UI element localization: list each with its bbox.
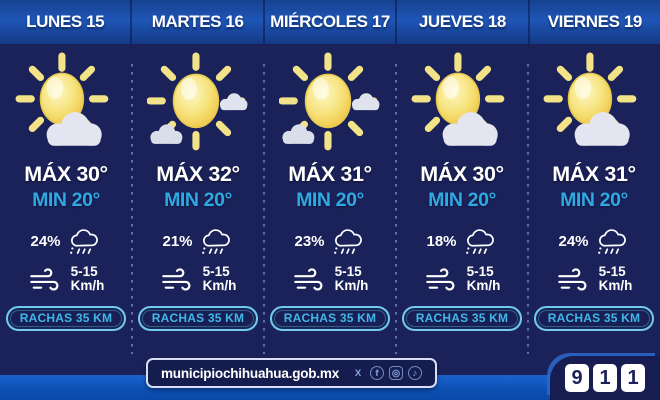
- forecast-column-jueves: MÁX 30° MIN 20° 18% 5-15 Km/h RACHAS 35 …: [395, 44, 528, 354]
- rain-probability: 18%: [426, 233, 457, 250]
- wind-speed-unit: Km/h: [466, 278, 501, 294]
- wind-speed: 5-15 Km/h: [202, 264, 237, 294]
- sun-with-cloud-icon: [411, 50, 513, 160]
- rain-cloud-icon: [464, 229, 494, 255]
- gusts-badge: RACHAS 35 KM: [137, 306, 259, 332]
- rain-probability-row: 24%: [30, 226, 101, 257]
- social-icons: X f ◎ ♪: [351, 366, 423, 380]
- wind-speed-unit: Km/h: [202, 278, 237, 294]
- day-header-band: LUNES 15 MARTES 16 MIÉRCOLES 17 JUEVES 1…: [0, 0, 660, 44]
- rain-probability-row: 21%: [162, 226, 233, 257]
- max-temperature: MÁX 30°: [24, 162, 108, 186]
- digit-1: 1: [593, 364, 617, 392]
- forecast-column-lunes: MÁX 30° MIN 20° 24% 5-15 Km/h RACHAS 35 …: [0, 44, 132, 348]
- min-temperature: MIN 20°: [32, 189, 100, 211]
- forecast-column-miercoles: MÁX 31° MIN 20° 23% 5-15 Km/h RACHAS 35 …: [263, 44, 396, 354]
- wind-speed: 5-15 Km/h: [598, 264, 633, 294]
- sun-with-small-clouds-icon: [147, 50, 249, 160]
- day-header-lunes: LUNES 15: [0, 0, 133, 44]
- sun-with-cloud-icon: [543, 50, 645, 160]
- digit-9: 9: [565, 364, 589, 392]
- wind-speed-unit: Km/h: [70, 278, 105, 294]
- gusts-badge: RACHAS 35 KM: [5, 306, 127, 332]
- website-url: municipiochihuahua.gob.mx: [161, 365, 340, 381]
- wind-speed-value: 5-15: [466, 264, 494, 279]
- wind-speed-value: 5-15: [70, 264, 98, 279]
- rain-cloud-icon: [332, 229, 362, 255]
- digit-1: 1: [621, 364, 645, 392]
- max-temperature: MÁX 31°: [552, 162, 636, 186]
- rain-probability-row: 18%: [426, 226, 497, 257]
- instagram-icon: ◎: [389, 366, 404, 380]
- wind-speed-value: 5-15: [202, 264, 230, 279]
- wind-speed-unit: Km/h: [334, 278, 369, 294]
- day-header-martes: MARTES 16: [132, 0, 265, 44]
- wind-row: 5-15 Km/h: [556, 264, 633, 294]
- wind-icon: [425, 268, 455, 291]
- rain-probability: 24%: [558, 233, 589, 250]
- wind-icon: [29, 268, 59, 291]
- wind-speed-value: 5-15: [334, 264, 362, 279]
- min-temperature: MIN 20°: [164, 189, 232, 211]
- gusts-badge: RACHAS 35 KM: [533, 306, 655, 332]
- sun-with-cloud-icon: [15, 50, 117, 160]
- rain-probability: 21%: [162, 233, 193, 250]
- website-banner: municipiochihuahua.gob.mx X f ◎ ♪: [146, 358, 438, 388]
- forecast-column-martes: MÁX 32° MIN 20° 21% 5-15 Km/h RACHAS 35 …: [131, 44, 264, 354]
- sun-with-small-clouds-icon: [279, 50, 381, 160]
- max-temperature: MÁX 30°: [420, 162, 504, 186]
- day-header-miercoles: MIÉRCOLES 17: [265, 0, 398, 44]
- max-temperature: MÁX 32°: [156, 162, 240, 186]
- min-temperature: MIN 20°: [428, 189, 496, 211]
- wind-row: 5-15 Km/h: [424, 264, 501, 294]
- rain-cloud-icon: [596, 229, 626, 255]
- x-icon: X: [354, 367, 362, 379]
- forecast-columns: MÁX 30° MIN 20° 24% 5-15 Km/h RACHAS 35 …: [0, 44, 660, 354]
- wind-icon: [293, 268, 323, 291]
- rain-probability-row: 24%: [558, 226, 629, 257]
- tiktok-icon: ♪: [408, 366, 423, 380]
- rain-probability: 23%: [294, 233, 325, 250]
- day-header-viernes: VIERNES 19: [547, 12, 643, 31]
- emergency-911-logo: 9 1 1: [550, 356, 660, 400]
- max-temperature: MÁX 31°: [288, 162, 372, 186]
- wind-speed: 5-15 Km/h: [334, 264, 369, 294]
- rain-probability-row: 23%: [294, 226, 365, 257]
- wind-speed: 5-15 Km/h: [466, 264, 501, 294]
- gusts-badge: RACHAS 35 KM: [401, 306, 523, 332]
- gusts-badge: RACHAS 35 KM: [269, 306, 391, 332]
- min-temperature: MIN 20°: [296, 189, 364, 211]
- rain-probability: 24%: [30, 233, 61, 250]
- rain-cloud-icon: [68, 229, 98, 255]
- wind-row: 5-15 Km/h: [292, 264, 369, 294]
- wind-speed-value: 5-15: [598, 264, 626, 279]
- rain-cloud-icon: [200, 229, 230, 255]
- facebook-icon: f: [370, 366, 385, 380]
- wind-icon: [161, 268, 191, 291]
- wind-row: 5-15 Km/h: [160, 264, 237, 294]
- wind-speed-unit: Km/h: [598, 278, 633, 294]
- wind-icon: [557, 268, 587, 291]
- wind-row: 5-15 Km/h: [28, 264, 105, 294]
- forecast-column-viernes: MÁX 31° MIN 20° 24% 5-15 Km/h RACHAS 35 …: [527, 44, 660, 354]
- wind-speed: 5-15 Km/h: [70, 264, 105, 294]
- day-header-jueves: JUEVES 18: [397, 0, 530, 44]
- min-temperature: MIN 20°: [560, 189, 628, 211]
